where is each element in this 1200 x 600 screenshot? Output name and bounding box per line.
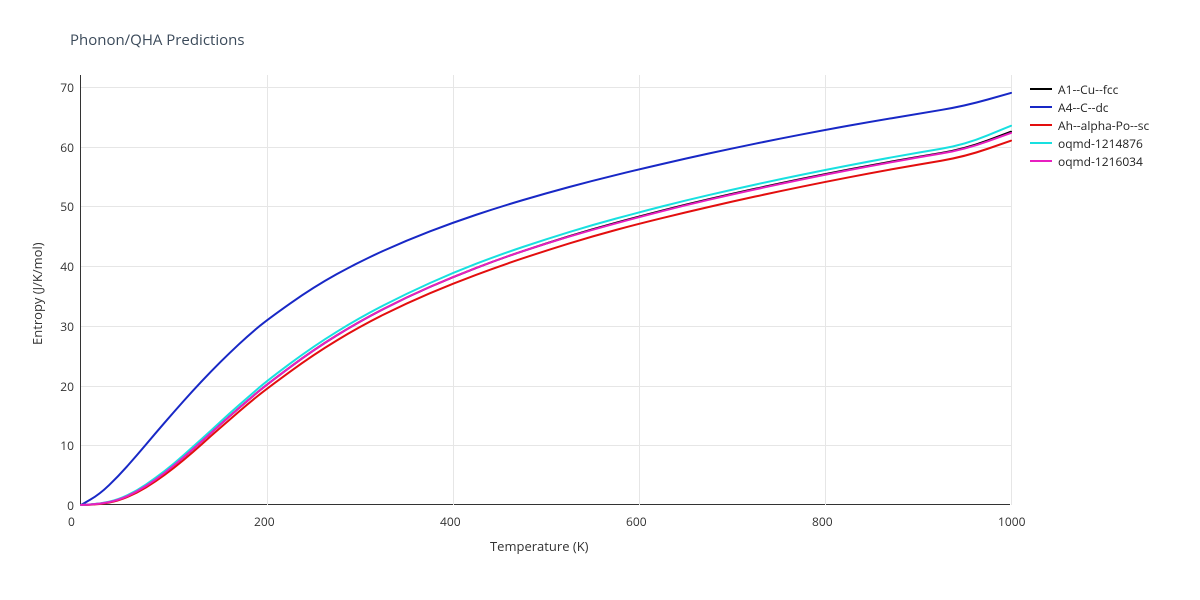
y-tick-label: 30 xyxy=(50,318,74,335)
y-tick-label: 20 xyxy=(50,378,74,395)
legend-label: oqmd-1216034 xyxy=(1058,153,1143,170)
legend-swatch xyxy=(1030,142,1052,144)
legend: A1--Cu--fccA4--C--dcAh--alpha-Po--scoqmd… xyxy=(1030,80,1190,170)
series-line[interactable] xyxy=(81,132,1011,505)
series-layer xyxy=(81,75,1011,505)
legend-label: oqmd-1214876 xyxy=(1058,135,1143,152)
x-axis-title: Temperature (K) xyxy=(490,537,589,555)
legend-swatch xyxy=(1030,124,1052,126)
y-tick-label: 60 xyxy=(50,139,74,156)
chart-title: Phonon/QHA Predictions xyxy=(70,30,245,50)
y-tick-label: 0 xyxy=(50,497,74,514)
legend-label: Ah--alpha-Po--sc xyxy=(1058,117,1149,134)
legend-item[interactable]: oqmd-1216034 xyxy=(1030,152,1190,170)
plot-area xyxy=(80,75,1010,505)
x-tick-label: 1000 xyxy=(998,513,1025,530)
y-tick-label: 10 xyxy=(50,437,74,454)
x-tick-label: 0 xyxy=(68,513,75,530)
x-tick-label: 800 xyxy=(812,513,833,530)
y-tick-label: 40 xyxy=(50,258,74,275)
y-axis-title: Entropy (J/K/mol) xyxy=(28,242,46,345)
legend-item[interactable]: A1--Cu--fcc xyxy=(1030,80,1190,98)
legend-item[interactable]: Ah--alpha-Po--sc xyxy=(1030,116,1190,134)
legend-swatch xyxy=(1030,160,1052,162)
legend-item[interactable]: A4--C--dc xyxy=(1030,98,1190,116)
x-tick-label: 600 xyxy=(626,513,647,530)
legend-swatch xyxy=(1030,88,1052,90)
x-tick-label: 400 xyxy=(440,513,461,530)
legend-swatch xyxy=(1030,106,1052,108)
series-line[interactable] xyxy=(81,126,1011,505)
series-line[interactable] xyxy=(81,133,1011,505)
y-tick-label: 50 xyxy=(50,198,74,215)
x-tick-label: 200 xyxy=(254,513,275,530)
legend-label: A1--Cu--fcc xyxy=(1058,81,1118,98)
x-grid xyxy=(1011,75,1012,505)
series-line[interactable] xyxy=(81,93,1011,505)
legend-item[interactable]: oqmd-1214876 xyxy=(1030,134,1190,152)
legend-label: A4--C--dc xyxy=(1058,99,1109,116)
y-tick-label: 70 xyxy=(50,79,74,96)
series-line[interactable] xyxy=(81,141,1011,505)
